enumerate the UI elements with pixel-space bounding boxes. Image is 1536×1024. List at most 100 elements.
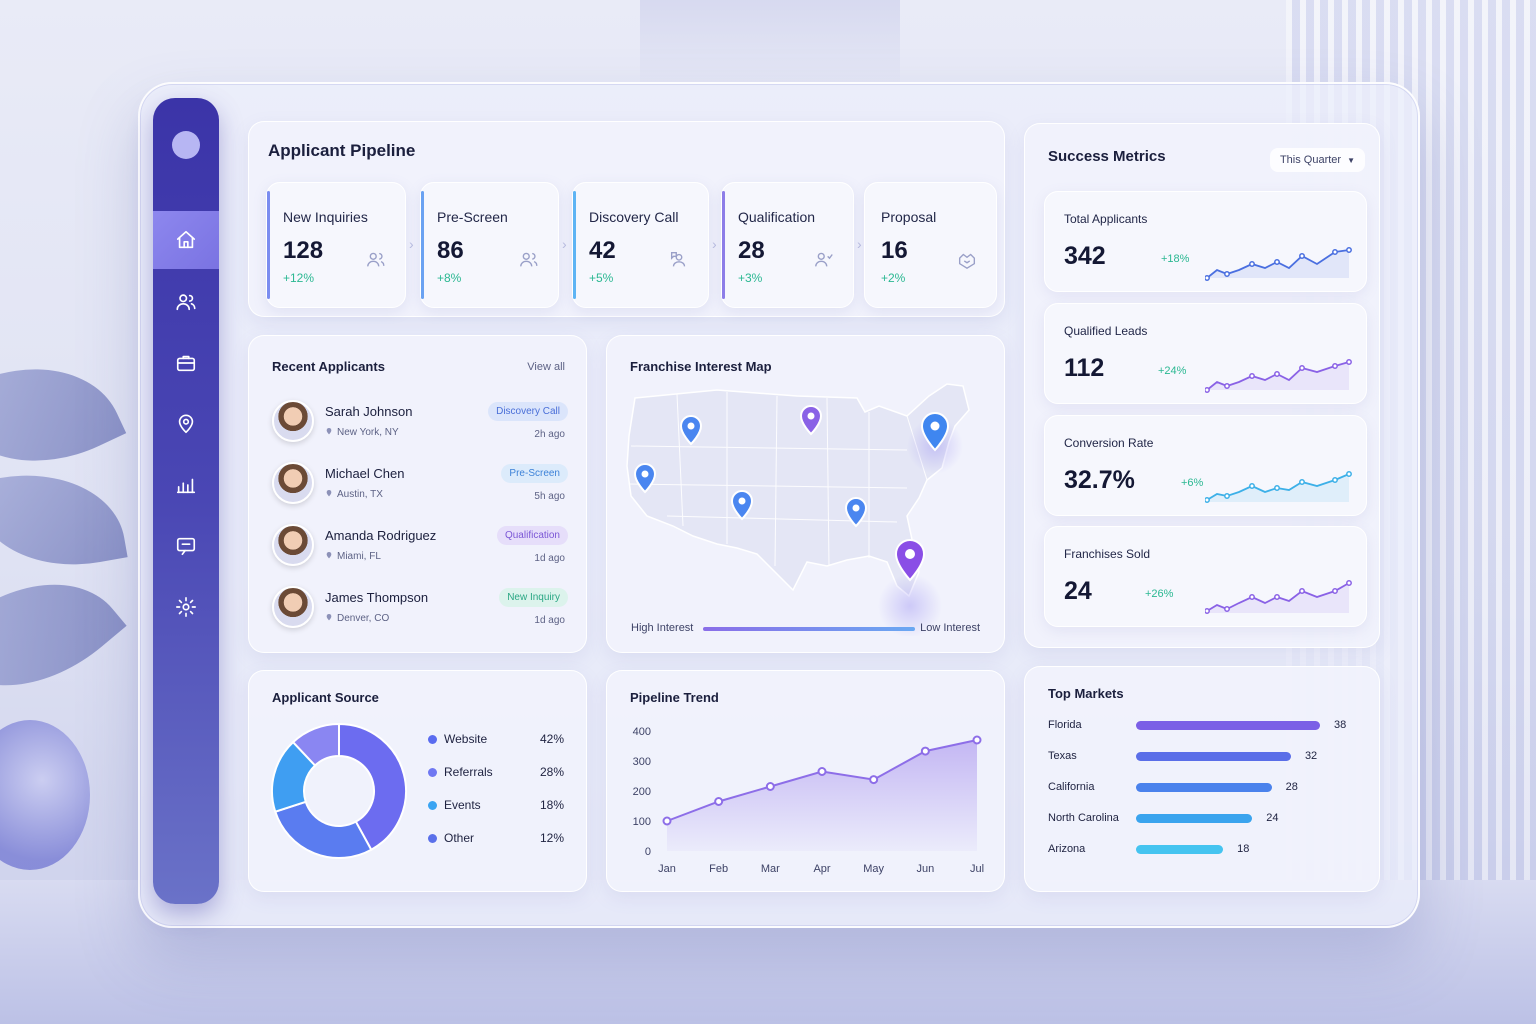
stage-accent <box>267 191 270 299</box>
applicant-location: Denver, CO <box>325 613 389 624</box>
stage-change: +8% <box>437 271 462 285</box>
sidebar-item-home[interactable] <box>153 211 219 269</box>
metric-sparkline <box>1205 359 1352 393</box>
metric-label: Franchises Sold <box>1064 547 1151 561</box>
y-tick-label: 0 <box>645 846 651 858</box>
metric-franchises-sold[interactable]: Franchises Sold 24 +26% <box>1044 526 1367 627</box>
sidebar-item-locations[interactable] <box>153 395 219 453</box>
market-row[interactable]: Texas 32 <box>1048 749 1368 765</box>
market-bar <box>1136 814 1253 823</box>
location-pin-icon <box>326 614 332 621</box>
market-row[interactable]: North Carolina 24 <box>1048 811 1368 827</box>
pipeline-stage-new-inquiries[interactable]: New Inquiries 128 +12% <box>266 182 406 308</box>
metric-total-applicants[interactable]: Total Applicants 342 +18% <box>1044 191 1367 292</box>
applicant-location-text: New York, NY <box>337 427 399 438</box>
pipeline-stage-pre-screen[interactable]: Pre-Screen 86 +8% <box>420 182 559 308</box>
location-pin-icon[interactable] <box>894 539 926 582</box>
trend-point[interactable] <box>869 775 879 785</box>
trend-point[interactable] <box>817 767 827 776</box>
period-select-value: This Quarter <box>1279 154 1342 166</box>
timestamp: 1d ago <box>534 553 565 564</box>
location-pin-icon[interactable] <box>730 490 754 521</box>
section-title: Recent Applicants <box>272 359 385 374</box>
location-pin-icon[interactable] <box>799 405 823 436</box>
status-badge: New Inquiry <box>499 588 568 607</box>
period-select[interactable]: This Quarter ▼ <box>1269 148 1365 172</box>
metric-conversion-rate[interactable]: Conversion Rate 32.7% +6% <box>1044 415 1367 516</box>
x-tick-label: Jul <box>970 863 984 875</box>
legend-dot <box>428 801 437 810</box>
metric-label: Conversion Rate <box>1064 436 1154 450</box>
sidebar-item-briefcase[interactable] <box>153 334 219 392</box>
donut-slice-other[interactable] <box>291 722 340 767</box>
market-bar <box>1136 752 1291 761</box>
location-pin-icon[interactable] <box>679 415 703 446</box>
location-pin-icon[interactable] <box>920 412 950 452</box>
chevron-right-icon: › <box>857 236 862 252</box>
applicant-row[interactable]: Michael Chen Austin, TX Pre-Screen 5h ago <box>272 462 572 510</box>
market-row[interactable]: Arizona 18 <box>1048 842 1368 858</box>
location-pin-icon[interactable] <box>633 463 657 494</box>
legend-dot <box>428 768 437 777</box>
sidebar-item-messages[interactable] <box>153 517 219 575</box>
market-row[interactable]: California 28 <box>1048 780 1368 796</box>
applicant-location: Austin, TX <box>325 489 383 500</box>
stage-count: 128 <box>283 237 324 264</box>
view-all-link[interactable]: View all <box>527 361 565 373</box>
trend-point[interactable] <box>765 782 775 791</box>
metric-label: Total Applicants <box>1064 212 1148 226</box>
background-window <box>640 0 900 90</box>
interest-gradient-bar <box>703 627 915 631</box>
location-pin-icon <box>326 552 332 559</box>
legend-dot <box>428 834 437 843</box>
metric-change: +26% <box>1145 588 1174 600</box>
handshake-icon <box>956 249 978 271</box>
chevron-right-icon: › <box>712 236 717 252</box>
applicant-location: New York, NY <box>325 427 399 438</box>
pipeline-stage-qualification[interactable]: Qualification 28 +3% <box>721 182 854 308</box>
metric-sparkline <box>1205 580 1352 614</box>
applicant-source-donut[interactable] <box>264 716 414 866</box>
metric-value: 112 <box>1064 354 1105 382</box>
trend-point[interactable] <box>920 746 930 756</box>
stage-accent <box>421 191 424 299</box>
us-map[interactable] <box>607 376 1006 636</box>
state-borders <box>628 392 928 567</box>
metric-value: 342 <box>1064 242 1106 270</box>
market-name: North Carolina <box>1048 812 1119 824</box>
location-pin-icon <box>178 414 194 434</box>
applicant-row[interactable]: Sarah Johnson New York, NY Discovery Call 2… <box>272 400 572 448</box>
status-badge: Qualification <box>496 526 568 545</box>
pipeline-trend-chart[interactable]: 0 100 200 300 400 Jan Feb Mar Apr May Jun Jul <box>607 717 1006 887</box>
sidebar-item-analytics[interactable] <box>153 456 219 514</box>
legend-label: Other <box>444 831 475 845</box>
trend-point[interactable] <box>972 735 982 745</box>
stage-count: 42 <box>589 237 616 264</box>
sidebar-item-settings[interactable] <box>153 578 219 636</box>
y-tick-label: 200 <box>633 786 651 798</box>
metric-change: +6% <box>1181 477 1204 489</box>
briefcase-icon <box>176 355 196 372</box>
market-name: Texas <box>1048 750 1077 762</box>
pipeline-stage-discovery-call[interactable]: Discovery Call 42 +5% <box>572 182 709 308</box>
trend-point[interactable] <box>714 797 724 806</box>
user-chat-icon <box>668 249 690 271</box>
x-tick-label: Apr <box>813 863 830 875</box>
trend-point[interactable] <box>662 816 672 826</box>
market-value: 32 <box>1304 750 1318 762</box>
applicant-row[interactable]: James Thompson Denver, CO New Inquiry 1d ag… <box>272 586 572 634</box>
background-leaf <box>0 458 128 582</box>
trend-area <box>667 740 977 851</box>
sidebar-item-users[interactable] <box>153 273 219 331</box>
market-row[interactable]: Florida 38 <box>1048 718 1368 734</box>
metric-qualified-leads[interactable]: Qualified Leads 112 +24% <box>1044 303 1367 404</box>
legend-item-events: Events 18% <box>428 798 568 814</box>
donut-slice-referrals[interactable] <box>274 800 373 859</box>
donut-slice-website[interactable] <box>338 722 407 852</box>
location-pin-icon[interactable] <box>844 497 868 528</box>
applicant-row[interactable]: Amanda Rodriguez Miami, FL Qualification 1d… <box>272 524 572 572</box>
timestamp: 2h ago <box>534 429 565 440</box>
y-tick-label: 300 <box>633 756 651 768</box>
pipeline-stage-proposal[interactable]: Proposal 16 +2% <box>864 182 997 308</box>
applicant-location-text: Austin, TX <box>337 489 383 500</box>
